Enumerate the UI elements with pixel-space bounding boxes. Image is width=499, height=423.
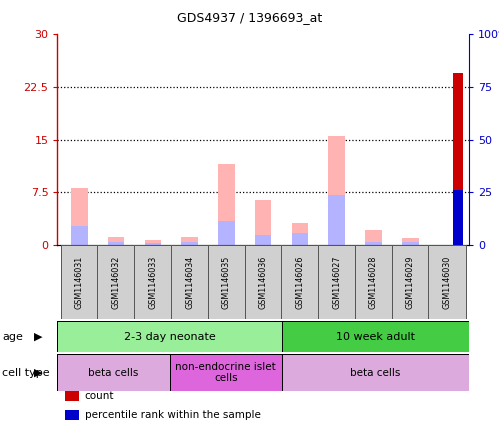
Text: GSM1146033: GSM1146033 <box>148 256 158 309</box>
Text: GSM1146027: GSM1146027 <box>332 255 341 309</box>
Bar <box>108 242 124 245</box>
Text: GSM1146026: GSM1146026 <box>295 255 304 309</box>
Text: beta cells: beta cells <box>88 368 139 378</box>
Bar <box>245 245 282 319</box>
Text: GSM1146029: GSM1146029 <box>406 255 415 309</box>
Text: 2-3 day neonate: 2-3 day neonate <box>124 332 216 342</box>
Text: GSM1146030: GSM1146030 <box>443 256 452 309</box>
Bar <box>182 242 198 245</box>
Bar <box>97 245 135 319</box>
Bar <box>281 245 319 319</box>
Text: GSM1146036: GSM1146036 <box>258 256 268 309</box>
Text: GDS4937 / 1396693_at: GDS4937 / 1396693_at <box>177 11 322 24</box>
Bar <box>355 245 392 319</box>
Text: beta cells: beta cells <box>350 368 401 378</box>
Bar <box>282 321 469 352</box>
Text: GSM1146028: GSM1146028 <box>369 255 378 309</box>
Bar <box>255 235 271 245</box>
Bar <box>292 233 308 245</box>
Bar <box>428 245 466 319</box>
Text: ▶: ▶ <box>34 368 42 378</box>
Text: 10 week adult: 10 week adult <box>336 332 415 342</box>
Bar <box>402 238 419 245</box>
Text: non-endocrine islet
cells: non-endocrine islet cells <box>176 362 276 384</box>
Bar <box>171 245 209 319</box>
Text: GSM1146032: GSM1146032 <box>112 255 121 309</box>
Bar <box>208 245 245 319</box>
Bar <box>454 73 463 245</box>
Bar <box>318 245 355 319</box>
Bar <box>255 200 271 245</box>
Bar <box>134 245 172 319</box>
Bar <box>218 164 235 245</box>
Text: GSM1146034: GSM1146034 <box>185 256 194 309</box>
Bar <box>145 243 161 245</box>
Text: GSM1146035: GSM1146035 <box>222 255 231 309</box>
Text: age: age <box>2 332 23 342</box>
Bar <box>328 195 345 245</box>
Bar <box>108 237 124 245</box>
Bar <box>170 354 282 391</box>
Bar <box>57 321 282 352</box>
Bar <box>292 223 308 245</box>
Text: GSM1146031: GSM1146031 <box>75 256 84 309</box>
Bar <box>454 190 463 245</box>
Bar <box>61 245 98 319</box>
Bar <box>282 354 469 391</box>
Text: cell type: cell type <box>2 368 50 378</box>
Bar <box>328 136 345 245</box>
Bar <box>392 245 429 319</box>
Bar <box>57 354 170 391</box>
Bar <box>71 225 88 245</box>
Bar <box>365 230 382 245</box>
Bar <box>145 240 161 245</box>
Bar <box>402 242 419 245</box>
Bar <box>71 187 88 245</box>
Bar <box>182 237 198 245</box>
Text: count: count <box>85 391 114 401</box>
Bar <box>365 242 382 245</box>
Bar <box>218 221 235 245</box>
Text: ▶: ▶ <box>34 332 42 342</box>
Text: percentile rank within the sample: percentile rank within the sample <box>85 410 260 420</box>
